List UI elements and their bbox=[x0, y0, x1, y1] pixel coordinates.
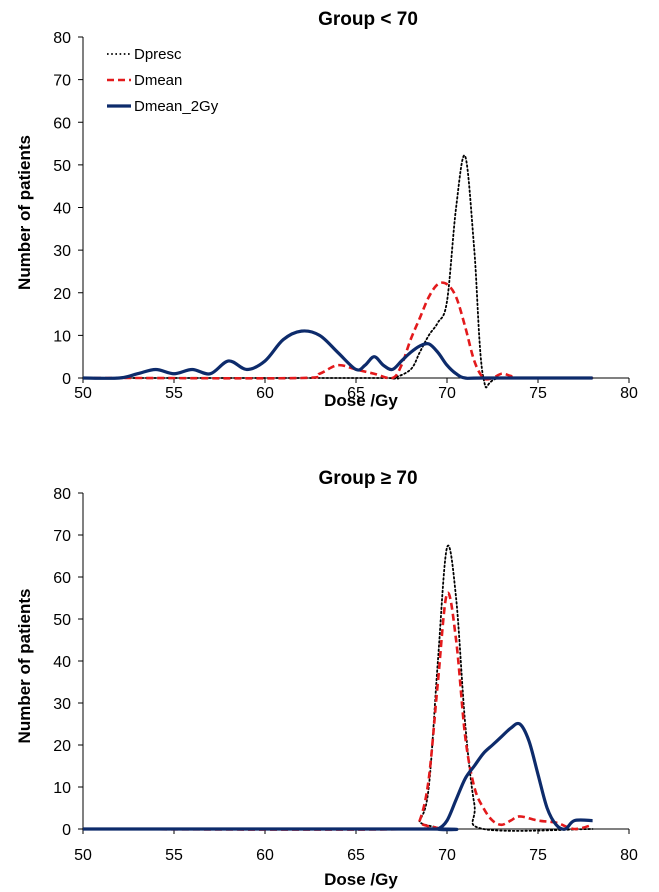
y-tick-label: 70 bbox=[53, 528, 71, 545]
x-axis-label: Dose /Gy bbox=[324, 391, 398, 410]
series-line-dpresc bbox=[82, 544, 594, 832]
y-tick-label: 70 bbox=[53, 73, 71, 90]
y-tick-label: 0 bbox=[62, 371, 71, 388]
x-tick-label: 65 bbox=[347, 385, 365, 402]
x-tick-label: 70 bbox=[438, 385, 456, 402]
x-tick-label: 75 bbox=[529, 385, 547, 402]
y-tick-label: 20 bbox=[53, 286, 71, 303]
x-tick-label: 60 bbox=[256, 847, 274, 864]
y-axis-label: Number of patients bbox=[15, 135, 34, 290]
x-tick-label: 70 bbox=[438, 847, 456, 864]
series-line-dmean-2gy bbox=[82, 329, 593, 380]
y-tick-label: 80 bbox=[53, 30, 71, 47]
series-line-dmean-2gy bbox=[83, 721, 593, 832]
y-tick-label: 80 bbox=[53, 486, 71, 503]
legend-label: Dpresc bbox=[134, 46, 182, 63]
y-tick-label: 10 bbox=[53, 780, 71, 797]
y-tick-label: 0 bbox=[62, 822, 71, 839]
series-line-dmean bbox=[82, 281, 593, 381]
chart-title: Group < 70 bbox=[318, 9, 418, 30]
y-tick-label: 40 bbox=[53, 654, 71, 671]
chart-1: Group < 70 0 10 20 30 40 50 60 70 80 50 55 60 65 70 75 8… bbox=[15, 9, 638, 410]
x-tick-label: 80 bbox=[620, 847, 638, 864]
chart-2: Group ≥ 70 0 10 20 30 40 50 60 70 80 50 55 60 65 70 75 8… bbox=[15, 468, 638, 889]
y-tick-label: 30 bbox=[53, 243, 71, 260]
x-tick-label: 50 bbox=[74, 385, 92, 402]
x-axis-label: Dose /Gy bbox=[324, 870, 398, 889]
legend-label: Dmean bbox=[134, 72, 182, 89]
x-tick-label: 80 bbox=[620, 385, 638, 402]
legend-label: Dmean_2Gy bbox=[134, 98, 219, 115]
series-line-dmean bbox=[82, 591, 593, 831]
x-tick-label: 60 bbox=[256, 385, 274, 402]
y-tick-label: 50 bbox=[53, 158, 71, 175]
y-tick-label: 20 bbox=[53, 738, 71, 755]
x-tick-label: 55 bbox=[165, 847, 183, 864]
chart-title: Group ≥ 70 bbox=[318, 468, 417, 489]
y-tick-label: 60 bbox=[53, 115, 71, 132]
series-line-dpresc bbox=[82, 154, 594, 389]
x-tick-label: 65 bbox=[347, 847, 365, 864]
x-tick-label: 55 bbox=[165, 385, 183, 402]
y-tick-label: 40 bbox=[53, 201, 71, 218]
y-tick-label: 50 bbox=[53, 612, 71, 629]
y-axis-label: Number of patients bbox=[15, 589, 34, 744]
x-tick-label: 50 bbox=[74, 847, 92, 864]
y-tick-label: 30 bbox=[53, 696, 71, 713]
x-tick-label: 75 bbox=[529, 847, 547, 864]
y-tick-label: 60 bbox=[53, 570, 71, 587]
y-tick-label: 10 bbox=[53, 328, 71, 345]
legend: Dpresc Dmean Dmean_2Gy bbox=[107, 46, 219, 115]
